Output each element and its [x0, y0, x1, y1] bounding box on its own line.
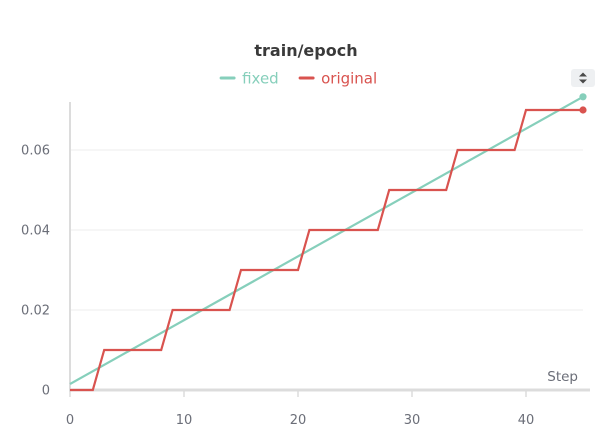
sort-button[interactable] [571, 69, 595, 87]
sort-up-down-icon [579, 72, 587, 84]
legend: fixed original [219, 70, 377, 88]
series-endpoint-fixed [579, 93, 587, 101]
x-tick-label: 10 [176, 413, 193, 428]
legend-label-fixed: fixed [242, 70, 279, 88]
series-endpoint-original [579, 106, 587, 114]
legend-label-original: original [321, 70, 377, 88]
x-tick-label: 0 [66, 413, 74, 428]
x-tick-label: 20 [290, 413, 307, 428]
y-tick-label: 0.04 [21, 224, 50, 239]
tick-labels: 0 0.02 0.04 0.06 0 10 20 30 40 [21, 144, 534, 429]
series-line-original [70, 108, 583, 392]
chart-title: train/epoch [254, 41, 357, 60]
series-lines [69, 93, 587, 392]
series-line-fixed [69, 95, 584, 385]
x-tick-label: 30 [404, 413, 421, 428]
x-tick-label: 40 [518, 413, 535, 428]
axes [69, 102, 590, 397]
x-axis-label: Step [547, 369, 578, 385]
y-tick-label: 0 [42, 384, 50, 399]
y-tick-label: 0.02 [21, 304, 50, 319]
y-tick-label: 0.06 [21, 144, 50, 159]
